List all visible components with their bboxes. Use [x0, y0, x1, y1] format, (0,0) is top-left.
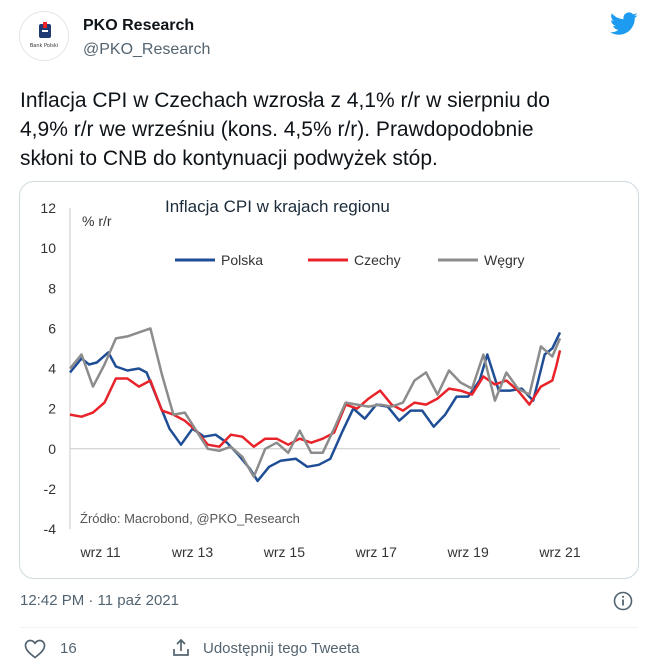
legend-label: Czechy: [354, 252, 401, 268]
pko-logo-icon: [39, 22, 51, 38]
tweet-timestamp[interactable]: 12:42 PM · 11 paź 2021: [20, 592, 179, 609]
x-tick-label: wrz 11: [80, 544, 121, 560]
y-axis-label: % r/r: [82, 213, 112, 229]
y-tick-label: -4: [44, 521, 57, 537]
avatar[interactable]: Bank Polski: [19, 11, 69, 61]
info-icon[interactable]: [613, 591, 633, 611]
chart-image[interactable]: Inflacja CPI w krajach regionu % r/r 12 1…: [19, 181, 639, 579]
tweet-actions: 16 Udostępnij tego Tweeta: [20, 636, 640, 662]
legend-label: Węgry: [484, 252, 524, 268]
y-tick-label: 0: [48, 441, 56, 457]
y-tick-label: 10: [40, 240, 56, 256]
y-tick-label: 12: [40, 200, 56, 216]
twitter-bird-icon[interactable]: [610, 12, 638, 36]
series-line-węgry: [69, 327, 562, 479]
y-tick-label: 4: [48, 361, 56, 377]
source-note: Źródło: Macrobond, @PKO_Research: [80, 511, 300, 526]
divider: [20, 627, 638, 628]
like-count[interactable]: 16: [60, 640, 77, 657]
x-tick-label: wrz 19: [447, 544, 489, 560]
x-tick-label: wrz 21: [538, 544, 580, 560]
y-tick-label: -2: [44, 481, 57, 497]
share-icon[interactable]: [171, 638, 191, 658]
tweet-text: Inflacja CPI w Czechach wzrosła z 4,1% r…: [20, 89, 550, 170]
heart-icon[interactable]: [24, 639, 46, 659]
share-tweet-button[interactable]: Udostępnij tego Tweeta: [203, 640, 360, 657]
series-line-polska: [69, 331, 562, 483]
author-handle[interactable]: @PKO_Research: [83, 41, 211, 58]
y-tick-label: 8: [48, 280, 56, 296]
legend-label: Polska: [221, 252, 263, 268]
author-name[interactable]: PKO Research: [83, 17, 195, 34]
y-tick-label: 6: [48, 320, 56, 336]
x-tick-label: wrz 15: [263, 544, 305, 560]
chart-title: Inflacja CPI w krajach regionu: [165, 197, 390, 216]
x-tick-label: wrz 13: [171, 544, 213, 560]
x-tick-label: wrz 17: [355, 544, 397, 560]
y-tick-label: 2: [48, 401, 56, 417]
avatar-caption: Bank Polski: [29, 43, 59, 49]
cpi-chart: Inflacja CPI w krajach regionu % r/r 12 1…: [40, 197, 580, 560]
